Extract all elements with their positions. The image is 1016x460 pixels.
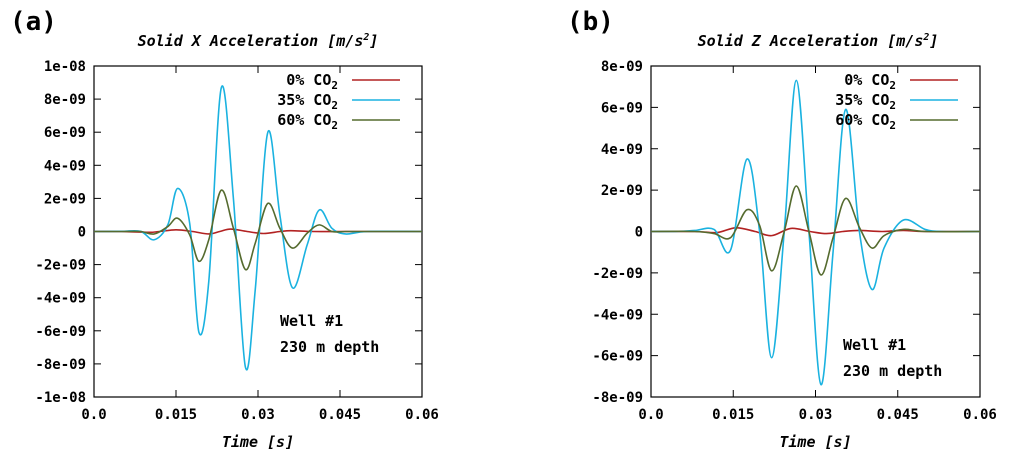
- y-tick-label: 2e-09: [601, 183, 643, 199]
- x-tick-label: 0.06: [963, 407, 997, 423]
- chart-panel-b: (b) Solid Z Acceleration [m/s2] -8e-09 -6e-…: [567, 7, 997, 451]
- y-tick-label: -4e-09: [592, 307, 643, 323]
- x-tick-label: 0.045: [877, 407, 919, 423]
- y-tick-label: -4e-09: [35, 291, 86, 307]
- y-tick-label: -2e-09: [592, 266, 643, 282]
- legend-label-0: 0% CO2: [844, 71, 896, 92]
- y-tick-label: 2e-09: [44, 191, 86, 207]
- y-tick-label: 0: [78, 225, 86, 241]
- panel-label: (b): [567, 7, 614, 37]
- y-tick-label: 4e-09: [601, 142, 643, 158]
- panel-label: (a): [10, 7, 57, 37]
- x-tick-label: 0.0: [638, 407, 663, 423]
- y-tick-label: 6e-09: [44, 125, 86, 141]
- annotation-line-0: Well #1: [843, 336, 906, 354]
- y-tick-label: 4e-09: [44, 158, 86, 174]
- y-tick-label: -2e-09: [35, 258, 86, 274]
- x-tick-label: 0.015: [155, 407, 197, 423]
- legend-label-1: 35% CO2: [277, 91, 338, 112]
- annotation-line-1: 230 m depth: [843, 362, 942, 380]
- series-line-0: [93, 228, 422, 235]
- y-tick-label: 1e-08: [44, 59, 86, 75]
- series-lines: [93, 85, 423, 371]
- y-tick-label: 8e-09: [44, 92, 86, 108]
- series-line-1: [650, 79, 981, 386]
- series-line-2: [650, 185, 981, 276]
- series-line-1: [93, 85, 423, 371]
- x-axis-label: Time [s]: [222, 433, 294, 451]
- x-tick-label: 0.03: [799, 407, 833, 423]
- y-tick-label: -1e-08: [35, 390, 86, 406]
- chart-title: Solid Z Acceleration [m/s2]: [698, 32, 939, 50]
- annotation-line-1: 230 m depth: [280, 338, 379, 356]
- y-tick-label: -6e-09: [592, 349, 643, 365]
- legend-label-2: 60% CO2: [835, 111, 896, 132]
- legend-label-1: 35% CO2: [835, 91, 896, 112]
- y-tick-label: 0: [635, 225, 643, 241]
- chart-title: Solid X Acceleration [m/s2]: [138, 32, 379, 50]
- annotation-line-0: Well #1: [280, 312, 343, 330]
- y-tick-label: 6e-09: [601, 100, 643, 116]
- x-tick-label: 0.03: [241, 407, 275, 423]
- y-tick-label: -8e-09: [592, 390, 643, 406]
- x-axis-label: Time [s]: [779, 433, 851, 451]
- y-tick-label: -8e-09: [35, 357, 86, 373]
- x-tick-label: 0.045: [319, 407, 361, 423]
- x-tick-label: 0.0: [81, 407, 106, 423]
- legend-label-2: 60% CO2: [277, 111, 338, 132]
- x-tick-label: 0.015: [712, 407, 754, 423]
- y-tick-label: -6e-09: [35, 324, 86, 340]
- legend-label-0: 0% CO2: [286, 71, 338, 92]
- series-line-2: [94, 189, 422, 271]
- series-lines: [650, 79, 981, 386]
- x-tick-label: 0.06: [405, 407, 439, 423]
- y-tick-label: 8e-09: [601, 59, 643, 75]
- chart-panel-a: (a) Solid X Acceleration [m/s2] -1e-08 -8e-…: [10, 7, 439, 451]
